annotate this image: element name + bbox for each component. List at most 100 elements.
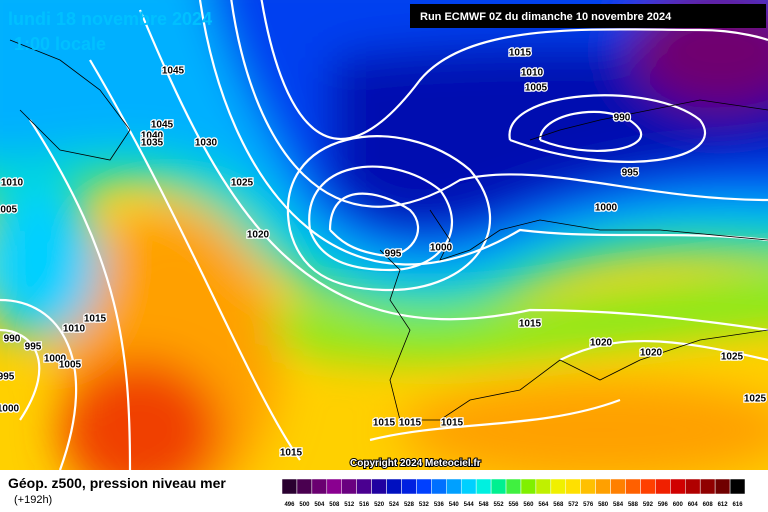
scale-swatch <box>655 478 671 495</box>
scale-swatch <box>565 478 581 495</box>
isobar-label: 1015 <box>373 418 396 429</box>
scale-swatch <box>431 478 447 495</box>
scale-swatch <box>580 478 596 495</box>
scale-swatch <box>356 478 372 495</box>
scale-swatch <box>685 478 701 495</box>
scale-swatch <box>550 478 567 495</box>
scale-label: 520 <box>374 502 385 508</box>
isobar-label: 1005 <box>525 83 548 94</box>
scale-swatch <box>446 478 462 495</box>
scale-label: 604 <box>688 502 699 508</box>
run-box <box>410 4 766 28</box>
scale-label: 580 <box>598 502 609 508</box>
isobar-label: 1000 <box>595 203 618 214</box>
scale-label: 600 <box>673 502 684 508</box>
isobar-label: 995 <box>0 372 15 383</box>
isobar-label: 1010 <box>1 178 24 189</box>
scale-swatch <box>625 478 641 495</box>
scale-label: 508 <box>329 502 340 508</box>
scale-label: 524 <box>389 502 400 508</box>
scale-label: 532 <box>419 502 430 508</box>
scale-swatch <box>699 478 716 495</box>
isobar-label: 995 <box>385 249 402 260</box>
scale-swatch <box>475 478 492 495</box>
isobar-label: 1000 <box>0 404 20 415</box>
scale-swatch <box>595 478 611 495</box>
scale-label: 584 <box>613 502 624 508</box>
scale-swatch <box>520 478 537 495</box>
color-scale: 496 500 504 508 512 516 520 524 528 532 536 540 544 5… <box>281 478 746 508</box>
scale-label: 576 <box>583 502 594 508</box>
scale-swatch <box>610 478 626 495</box>
scale-swatch <box>371 478 387 495</box>
isobar-label: 1020 <box>590 338 613 349</box>
scale-swatch <box>386 478 402 495</box>
scale-label: 504 <box>314 502 325 508</box>
scale-label: 608 <box>703 502 714 508</box>
scale-label: 560 <box>523 502 534 508</box>
isobar-label: 1015 <box>280 448 303 459</box>
scale-swatch <box>326 478 342 495</box>
scale-swatch <box>535 478 552 495</box>
isobar-label: 1015 <box>84 314 107 325</box>
scale-label: 568 <box>553 502 564 508</box>
scale-swatch <box>281 478 298 495</box>
scale-swatch <box>311 478 328 495</box>
scale-label: 552 <box>494 502 505 508</box>
scale-label: 612 <box>718 502 729 508</box>
scale-swatch <box>341 478 357 495</box>
scale-swatch <box>670 478 686 495</box>
scale-label: 588 <box>628 502 639 508</box>
run-info: Run ECMWF 0Z du dimanche 10 novembre 202… <box>420 11 672 23</box>
isobar-label: 1025 <box>231 178 254 189</box>
scale-swatch <box>640 478 656 495</box>
isobar-label: 1025 <box>744 394 767 405</box>
copyright: Copyright 2024 Meteociel.fr <box>350 458 481 469</box>
scale-swatch <box>460 478 477 495</box>
isobar-label: 995 <box>25 342 42 353</box>
scale-label: 500 <box>299 502 310 508</box>
lead-time: (+192h) <box>14 494 52 506</box>
scale-label: 564 <box>538 502 549 508</box>
isobar-label: 1005 <box>59 360 82 371</box>
isobar-label: 1045 <box>162 66 185 77</box>
isobar-label: 1005 <box>0 205 18 216</box>
scale-swatch <box>416 478 432 495</box>
isobar-label: 1025 <box>721 352 744 363</box>
scale-label: 544 <box>464 502 475 508</box>
isobar-label: 990 <box>4 334 21 345</box>
scale-label: 616 <box>733 502 744 508</box>
scale-swatch <box>505 478 522 495</box>
scale-swatch <box>401 478 417 495</box>
scale-label: 572 <box>568 502 579 508</box>
isobar-label: 1020 <box>640 348 663 359</box>
isobar-label: 1010 <box>521 68 544 79</box>
isobar-label: 1000 <box>430 243 453 254</box>
isobar-label: 1030 <box>195 138 218 149</box>
scale-label: 528 <box>404 502 415 508</box>
scale-label: 536 <box>434 502 445 508</box>
scale-swatch <box>296 478 313 495</box>
scale-label: 516 <box>359 502 370 508</box>
isobar-label: 1015 <box>399 418 422 429</box>
scale-swatch <box>729 478 746 495</box>
scale-label: 548 <box>479 502 490 508</box>
isobar-label: 1000 <box>44 354 67 365</box>
isobar-label: 1020 <box>247 230 270 241</box>
isobar-label: 1015 <box>519 319 542 330</box>
isobar-label: 995 <box>622 168 639 179</box>
isobar-label: 1015 <box>441 418 464 429</box>
scale-label: 496 <box>284 502 295 508</box>
scale-label: 512 <box>344 502 355 508</box>
date: lundi 18 novembre 2024 <box>8 9 212 29</box>
scale-label: 592 <box>643 502 654 508</box>
local-time: 1:00 locale <box>14 34 106 54</box>
isobar-label: 1040 <box>141 131 164 142</box>
scale-swatch <box>714 478 731 495</box>
map-title: Géop. z500, pression niveau mer <box>8 475 226 491</box>
isobar-label: 1045 <box>151 120 174 131</box>
isobar-label: 990 <box>614 113 631 124</box>
scale-label: 556 <box>508 502 519 508</box>
